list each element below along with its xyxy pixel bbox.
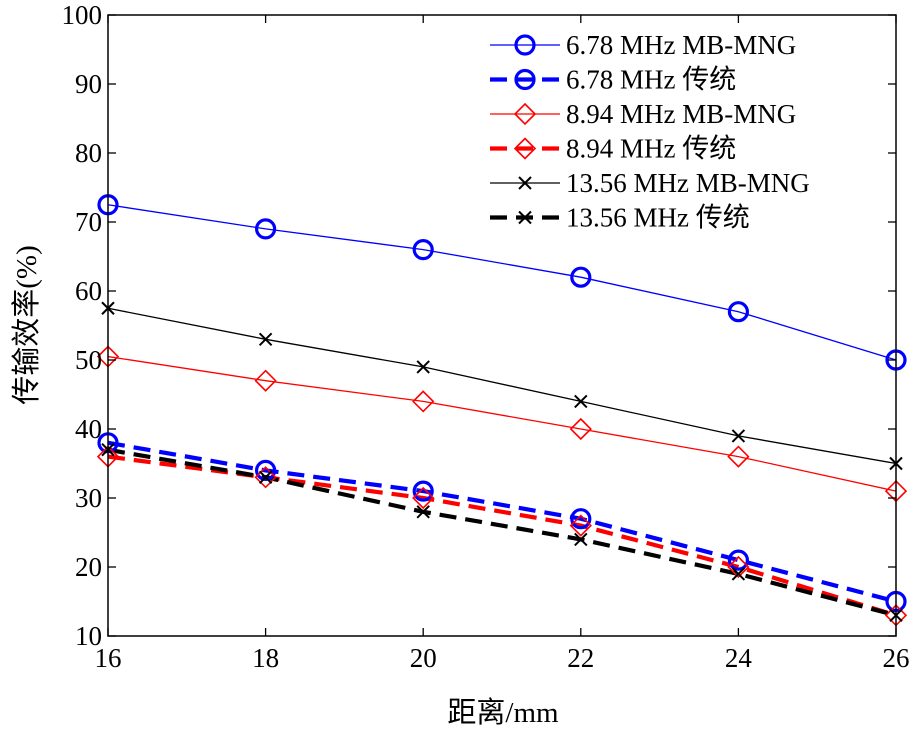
legend-marker-5	[518, 210, 532, 225]
data-point-4-4	[731, 429, 746, 443]
data-point-1-4	[727, 549, 750, 571]
plot-frame	[107, 14, 897, 637]
y-tick-label: 80	[75, 138, 102, 168]
legend-label-3: 8.94 MHz 传统	[566, 134, 736, 164]
data-point-0-3	[570, 266, 592, 288]
data-point-3-3	[569, 514, 592, 537]
y-tick-label: 30	[75, 483, 102, 513]
legend-entry-1: 6.78 MHz 传统	[490, 65, 736, 95]
x-tick-label: 26	[883, 643, 910, 673]
y-tick-label: 50	[75, 345, 102, 375]
legend-entry-4: 13.56 MHz MB-MNG	[490, 168, 810, 198]
series-line-0	[107, 204, 897, 361]
axis-ticks: 16 18 20 22 24 26 10 20 30 40 50 60 70 80 90 100	[62, 0, 910, 673]
data-point-5-1	[258, 470, 273, 485]
x-tick-label: 24	[725, 643, 753, 673]
x-tick-label: 18	[252, 643, 279, 673]
legend-marker-3	[513, 137, 537, 160]
data-point-3-4	[727, 555, 750, 579]
series-markers	[96, 194, 908, 627]
x-axis-label: 距离/mm	[447, 696, 559, 729]
data-point-3-2	[412, 486, 435, 510]
data-point-4-2	[416, 360, 430, 374]
data-point-2-2	[412, 390, 435, 413]
legend-entry-2: 8.94 MHz MB-MNG	[490, 99, 796, 129]
legend-entry-5: 13.56 MHz 传统	[490, 203, 750, 233]
legend-marker-4	[518, 176, 532, 190]
series-lines	[107, 204, 897, 618]
y-tick-label: 10	[75, 621, 102, 651]
data-point-5-2	[416, 505, 430, 519]
legend-marker-2	[513, 102, 537, 126]
data-point-0-4	[727, 301, 750, 323]
data-point-5-4	[731, 567, 746, 581]
legend-label-0: 6.78 MHz MB-MNG	[566, 30, 796, 60]
legend-label-1: 6.78 MHz 传统	[566, 65, 736, 95]
legend: 6.78 MHz MB-MNG 6.78 MHz 传统 8.94 MHz MB-MN…	[490, 30, 810, 233]
y-tick-label: 100	[62, 0, 103, 30]
data-point-0-2	[412, 239, 434, 261]
x-tick-label: 22	[567, 643, 594, 673]
y-tick-label: 40	[75, 414, 102, 444]
legend-entry-3: 8.94 MHz 传统	[490, 134, 736, 164]
y-tick-label: 70	[75, 207, 102, 237]
data-point-4-1	[258, 332, 273, 347]
legend-label-4: 13.56 MHz MB-MNG	[566, 168, 810, 198]
x-tick-label: 20	[410, 643, 437, 673]
data-point-1-1	[255, 459, 277, 481]
series-line-3	[107, 454, 897, 618]
series-line-2	[107, 355, 897, 492]
data-point-2-3	[569, 417, 592, 441]
data-point-1-3	[570, 508, 592, 530]
x-tick-label: 16	[95, 643, 122, 673]
y-axis-label: 传输效率(%)	[10, 245, 43, 404]
legend-marker-0	[514, 34, 536, 56]
y-tick-label: 60	[75, 276, 102, 306]
legend-marker-1	[514, 68, 536, 91]
legend-entry-0: 6.78 MHz MB-MNG	[490, 30, 796, 60]
y-tick-label: 90	[75, 69, 102, 99]
data-point-0-1	[255, 218, 277, 240]
data-point-4-3	[574, 394, 588, 409]
data-point-2-1	[254, 369, 277, 392]
data-point-3-1	[254, 466, 277, 489]
legend-label-5: 13.56 MHz 传统	[566, 203, 750, 233]
series-line-5	[107, 447, 897, 618]
series-line-4	[107, 307, 897, 465]
data-point-5-3	[574, 532, 588, 547]
series-line-1	[107, 440, 897, 604]
data-point-2-4	[727, 445, 750, 468]
plot-area-border	[107, 14, 897, 637]
legend-label-2: 8.94 MHz MB-MNG	[566, 99, 796, 129]
data-point-1-2	[412, 480, 434, 502]
y-tick-label: 20	[75, 552, 102, 582]
